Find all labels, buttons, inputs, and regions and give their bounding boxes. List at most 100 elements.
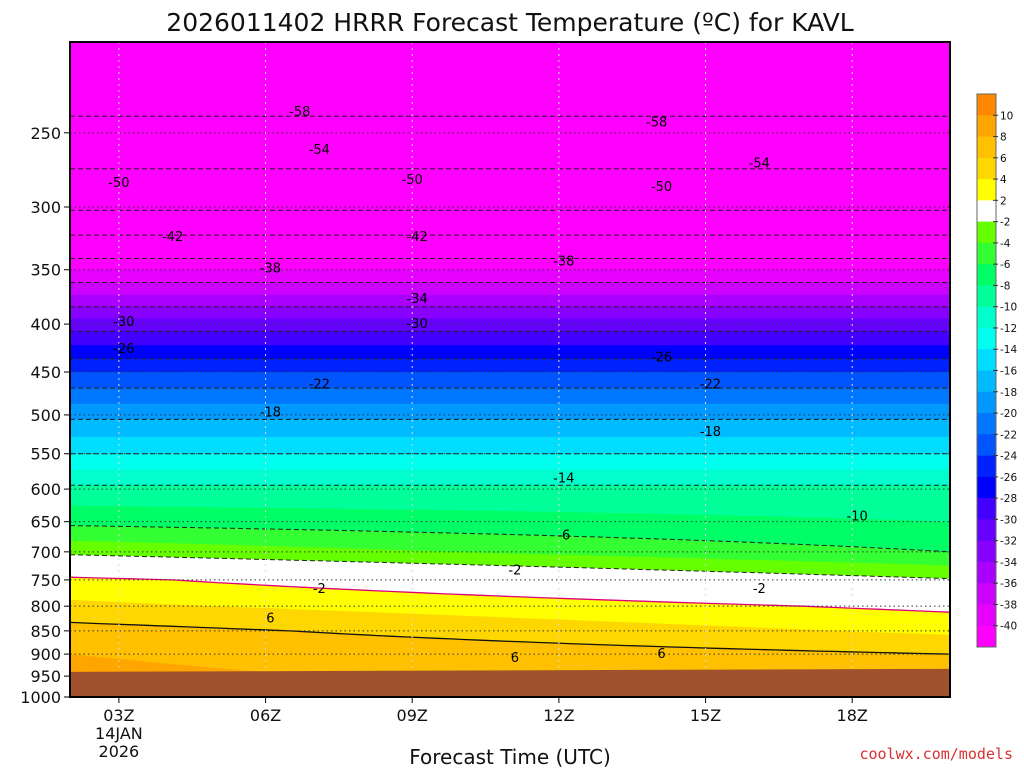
colorbar-swatch <box>977 498 996 520</box>
colorbar-swatch <box>977 264 996 286</box>
colorbar-swatch <box>977 115 996 137</box>
x-axis-label: Forecast Time (UTC) <box>409 745 611 768</box>
colorbar-swatch <box>977 94 996 116</box>
colorbar-swatch <box>977 476 996 499</box>
y-tick-label: 450 <box>30 363 61 382</box>
colorbar-swatch <box>977 327 996 350</box>
colorbar-label: -20 <box>1000 408 1017 420</box>
colorbar-swatch <box>977 157 996 180</box>
y-tick-label: 900 <box>30 645 61 664</box>
colorbar-label: -8 <box>1000 280 1010 292</box>
credit-link[interactable]: coolwx.com/models <box>859 745 1013 763</box>
colorbar-swatch <box>977 242 996 265</box>
x-tick-label: 15Z <box>690 706 721 725</box>
colorbar-swatch <box>977 370 996 393</box>
y-tick-label: 950 <box>30 667 61 686</box>
contour-label: -38 <box>260 261 281 276</box>
contour-label: -42 <box>162 230 183 245</box>
colorbar-label: -26 <box>1000 472 1017 484</box>
x-tick-label: 09Z <box>397 706 428 725</box>
contour-label: -30 <box>113 315 134 330</box>
colorbar-label: 6 <box>1000 153 1007 165</box>
colorbar-swatch <box>977 604 996 627</box>
contour-label: -18 <box>700 425 721 440</box>
contour-label: 6 <box>511 651 519 666</box>
contour-label: -14 <box>553 471 574 486</box>
y-tick-label: 1000 <box>20 688 61 707</box>
x-tick-label: 03Z <box>103 706 134 725</box>
y-tick-label: 700 <box>30 543 61 562</box>
y-tick-label: 850 <box>30 622 61 641</box>
ground-fill <box>70 668 950 697</box>
colorbar-label: -30 <box>1000 514 1017 526</box>
y-tick-label: 650 <box>30 513 61 532</box>
y-tick-label: 600 <box>30 480 61 499</box>
isotherm--2 <box>70 554 950 580</box>
contour-label: -54 <box>309 143 330 158</box>
contour-label: -50 <box>108 176 129 191</box>
contour-label: -2 <box>753 582 766 597</box>
contour-label: -6 <box>557 529 570 544</box>
colorbar-swatch <box>977 179 996 201</box>
x-tick-label: 18Z <box>837 706 868 725</box>
x-date-label: 2026 <box>99 742 140 761</box>
contour-labels: -58 -58 -54 -54 -50 -50 -50 -42 -42 -38 -38 -34 -30 -… <box>108 105 867 666</box>
colorbar-label: -12 <box>1000 323 1017 335</box>
colorbar-label: -22 <box>1000 429 1017 441</box>
colorbar-swatch <box>977 583 996 605</box>
colorbar-label: 2 <box>1000 195 1007 207</box>
isotherm--6 <box>70 525 950 553</box>
colorbar: -40-38-36-34-32-30-28-26-24-22-20-18-16-… <box>976 93 1017 648</box>
colorbar-swatch <box>977 434 996 456</box>
x-tick-label: 12Z <box>543 706 574 725</box>
contour-label: -58 <box>289 105 310 120</box>
colorbar-label: 4 <box>1000 174 1007 186</box>
colorbar-label: -4 <box>1000 238 1011 250</box>
contour-label: -10 <box>846 509 867 524</box>
contour-label: 6 <box>266 612 274 627</box>
y-tick-label: 350 <box>30 261 61 280</box>
colorbar-swatch <box>977 200 996 223</box>
colorbar-swatch <box>977 349 996 371</box>
isotherm-2 <box>70 576 950 613</box>
contour-label: -22 <box>309 378 330 393</box>
colorbar-swatch <box>977 519 996 542</box>
contour-label: -50 <box>651 180 672 195</box>
grid-lines <box>70 42 950 697</box>
colorbar-label: -28 <box>1000 493 1017 505</box>
contour-label: 6 <box>657 647 665 662</box>
colorbar-swatch <box>977 306 996 329</box>
contour-label: -34 <box>406 292 427 307</box>
colorbar-label: 10 <box>1000 110 1013 122</box>
chart-title: 2026011402 HRRR Forecast Temperature (ºC… <box>166 8 853 37</box>
contour-label: -50 <box>402 173 423 188</box>
contour-label: -58 <box>646 115 667 130</box>
colorbar-label: -36 <box>1000 578 1017 590</box>
x-date-label: 14JAN <box>95 724 143 743</box>
colorbar-label: -10 <box>1000 302 1017 314</box>
isotherm-6 <box>70 621 950 655</box>
colorbar-label: -14 <box>1000 344 1017 356</box>
contour-label: -26 <box>651 350 672 365</box>
colorbar-label: -6 <box>1000 259 1011 271</box>
colorbar-swatch <box>977 455 996 478</box>
y-tick-label: 400 <box>30 315 61 334</box>
contour-label: -54 <box>749 157 770 172</box>
colorbar-label: -18 <box>1000 387 1017 399</box>
colorbar-label: -32 <box>1000 536 1017 548</box>
contour-label: -18 <box>260 406 281 421</box>
y-tick-label: 800 <box>30 597 61 616</box>
y-tick-label: 250 <box>30 124 61 143</box>
colorbar-swatch <box>977 285 996 308</box>
colorbar-label: -24 <box>1000 451 1017 463</box>
colorbar-label: -16 <box>1000 366 1017 378</box>
contour-label: -26 <box>113 342 134 357</box>
isotherm-lines <box>70 115 950 655</box>
contour-label: -30 <box>406 317 427 332</box>
y-tick-label: 300 <box>30 198 61 217</box>
colorbar-label: -2 <box>1000 217 1010 229</box>
colorbar-swatch <box>977 136 996 159</box>
colorbar-label: -38 <box>1000 599 1017 611</box>
